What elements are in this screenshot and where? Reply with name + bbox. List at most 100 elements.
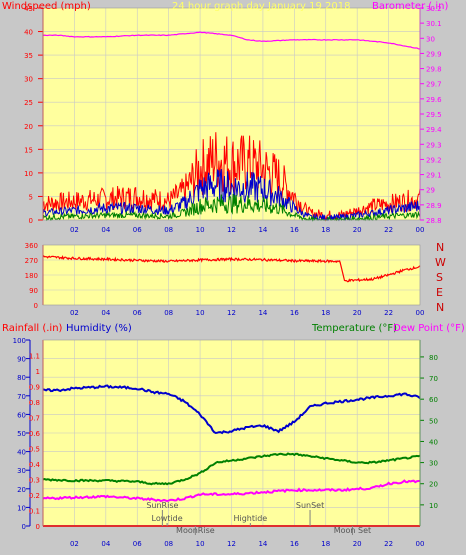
compass-e: E xyxy=(436,286,443,299)
x-tick-label: 04 xyxy=(101,309,110,317)
barometer-tick-label: 30.2 xyxy=(426,5,442,13)
x-tick-label: 08 xyxy=(164,540,173,548)
compass-n-bottom: N xyxy=(436,301,444,314)
event-label: Lowtide xyxy=(152,514,183,523)
barometer-tick-label: 29.3 xyxy=(426,141,442,149)
rainfall-tick-label: 0.2 xyxy=(29,492,40,500)
wind-direction-line xyxy=(42,255,341,264)
rainfall-tick-label: 1 xyxy=(36,368,40,376)
humidity-tick-label: 30 xyxy=(17,467,26,475)
dewpoint-axis-title: Dew Point (°F) xyxy=(393,323,465,334)
humidity-tick-label: 40 xyxy=(17,449,26,457)
humidity-tick-label: 90 xyxy=(17,356,26,364)
plot-frame xyxy=(42,244,421,306)
grid xyxy=(43,8,421,526)
x-tick-label: 20 xyxy=(353,540,362,548)
barometer-tick-label: 29.2 xyxy=(426,156,442,164)
barometer-tick-label: 29.8 xyxy=(426,66,442,74)
rainfall-tick-label: 0.3 xyxy=(29,477,40,485)
wind-tick-label: 20 xyxy=(24,123,33,131)
wind-direction-shift xyxy=(339,261,346,281)
wind-tick-label: 45 xyxy=(24,5,33,13)
rainfall-tick-label: 0.6 xyxy=(29,430,41,438)
humidity-tick-label: 70 xyxy=(17,393,26,401)
barometer-tick-label: 28.9 xyxy=(426,202,442,210)
event-label: SunSet xyxy=(296,501,324,510)
axes: 05101520253035404528.828.92929.129.229.3… xyxy=(13,5,443,548)
temperature-tick-label: 50 xyxy=(429,417,438,425)
humidity-tick-label: 80 xyxy=(17,374,26,382)
x-tick-label: 22 xyxy=(384,540,393,548)
barometer-tick-label: 29.7 xyxy=(426,81,442,89)
barometer-tick-label: 29.5 xyxy=(426,111,442,119)
temperature-tick-label: 30 xyxy=(429,460,438,468)
rainfall-tick-label: 0 xyxy=(36,523,40,531)
barometer-tick-label: 29.4 xyxy=(426,126,442,134)
plot-frame xyxy=(42,7,421,221)
temperature-tick-label: 20 xyxy=(429,481,438,489)
humidity-tick-label: 50 xyxy=(17,430,26,438)
event-label: MoonRise xyxy=(176,526,215,535)
x-tick-label: 02 xyxy=(70,226,79,234)
temperature-line xyxy=(42,452,421,486)
x-tick-label: 06 xyxy=(133,309,142,317)
x-tick-label: 12 xyxy=(227,540,236,548)
compass-s: S xyxy=(436,271,443,284)
x-tick-label: 18 xyxy=(321,226,330,234)
barometer-tick-label: 29 xyxy=(426,187,435,195)
barometer-tick-label: 29.6 xyxy=(426,96,442,104)
barometer-tick-label: 29.1 xyxy=(426,172,442,180)
x-tick-label: 00 xyxy=(416,309,425,317)
wind-tick-label: 0 xyxy=(29,217,33,225)
temperature-tick-label: 70 xyxy=(429,375,438,383)
humidity-tick-label: 100 xyxy=(13,337,26,345)
x-tick-label: 18 xyxy=(321,540,330,548)
direction-tick-label: 180 xyxy=(25,272,38,280)
wind-tick-label: 40 xyxy=(24,29,33,37)
x-tick-label: 10 xyxy=(196,226,205,234)
rainfall-axis-title: Rainfall (.in) xyxy=(2,323,63,334)
barometer-axis-title: Barometer (.in) xyxy=(372,1,448,12)
barometer-tick-label: 29.9 xyxy=(426,50,442,58)
x-tick-label: 18 xyxy=(321,309,330,317)
x-tick-label: 12 xyxy=(227,226,236,234)
x-tick-label: 16 xyxy=(290,226,299,234)
wind-tick-label: 5 xyxy=(29,193,33,201)
wind-tick-label: 30 xyxy=(24,76,33,84)
x-tick-label: 16 xyxy=(290,540,299,548)
x-tick-label: 16 xyxy=(290,309,299,317)
x-tick-label: 02 xyxy=(70,309,79,317)
x-tick-label: 10 xyxy=(196,309,205,317)
humidity-line xyxy=(42,384,421,435)
direction-tick-label: 90 xyxy=(29,287,38,295)
wind-average-line xyxy=(42,169,421,222)
chart-title: 24 hour graph day January 19 2018 xyxy=(172,1,350,12)
wind-tick-label: 15 xyxy=(24,146,33,154)
wind-tick-label: 25 xyxy=(24,99,33,107)
humidity-tick-label: 60 xyxy=(17,411,26,419)
rainfall-tick-label: 0.4 xyxy=(29,461,41,469)
wind-low-line xyxy=(42,193,421,222)
x-tick-label: 08 xyxy=(164,309,173,317)
windspeed-axis-title: Windspeed (mph) xyxy=(2,1,91,12)
x-tick-label: 06 xyxy=(133,226,142,234)
x-tick-label: 02 xyxy=(70,540,79,548)
barometer-tick-label: 28.8 xyxy=(426,217,442,225)
temperature-tick-label: 10 xyxy=(429,502,438,510)
barometer-line xyxy=(42,31,421,50)
x-tick-label: 14 xyxy=(258,309,267,317)
x-tick-label: 20 xyxy=(353,309,362,317)
compass-n-top: N xyxy=(436,241,444,254)
wind-direction-line xyxy=(344,265,421,283)
humidity-tick-label: 0 xyxy=(22,523,26,531)
event-label: Moon Set xyxy=(334,526,371,535)
x-tick-label: 08 xyxy=(164,226,173,234)
temperature-tick-label: 80 xyxy=(429,354,438,362)
barometer-tick-label: 30 xyxy=(426,35,435,43)
temperature-tick-label: 40 xyxy=(429,438,438,446)
event-label: Hightide xyxy=(233,514,267,523)
x-tick-label: 20 xyxy=(353,226,362,234)
rainfall-tick-label: 0.9 xyxy=(29,384,40,392)
humidity-tick-label: 20 xyxy=(17,486,26,494)
